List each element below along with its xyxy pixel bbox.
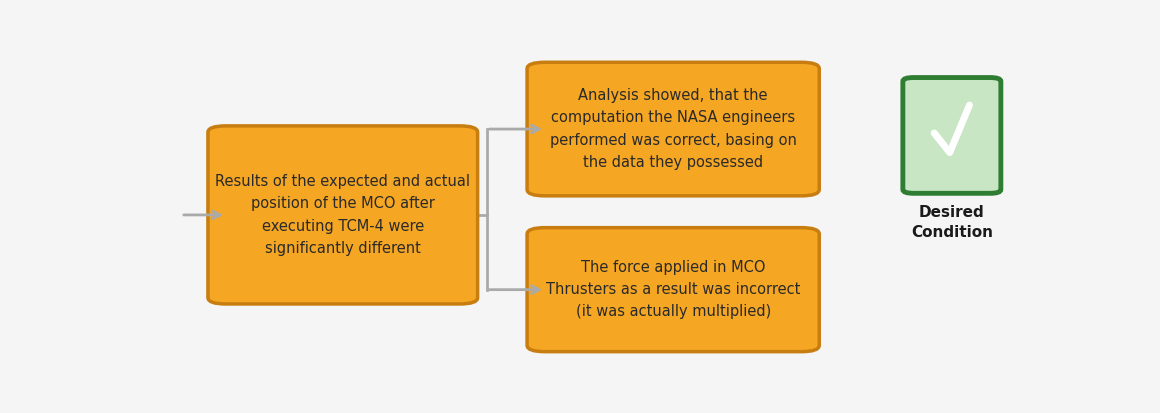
Text: Analysis showed, that the
computation the NASA engineers
performed was correct, : Analysis showed, that the computation th… — [550, 88, 797, 170]
Text: Results of the expected and actual
position of the MCO after
executing TCM-4 wer: Results of the expected and actual posit… — [216, 174, 470, 256]
FancyBboxPatch shape — [527, 62, 819, 196]
Text: Desired
Condition: Desired Condition — [911, 205, 993, 240]
FancyBboxPatch shape — [527, 228, 819, 352]
Text: The force applied in MCO
Thrusters as a result was incorrect
(it was actually mu: The force applied in MCO Thrusters as a … — [546, 260, 800, 319]
FancyBboxPatch shape — [208, 126, 478, 304]
FancyBboxPatch shape — [902, 78, 1001, 193]
